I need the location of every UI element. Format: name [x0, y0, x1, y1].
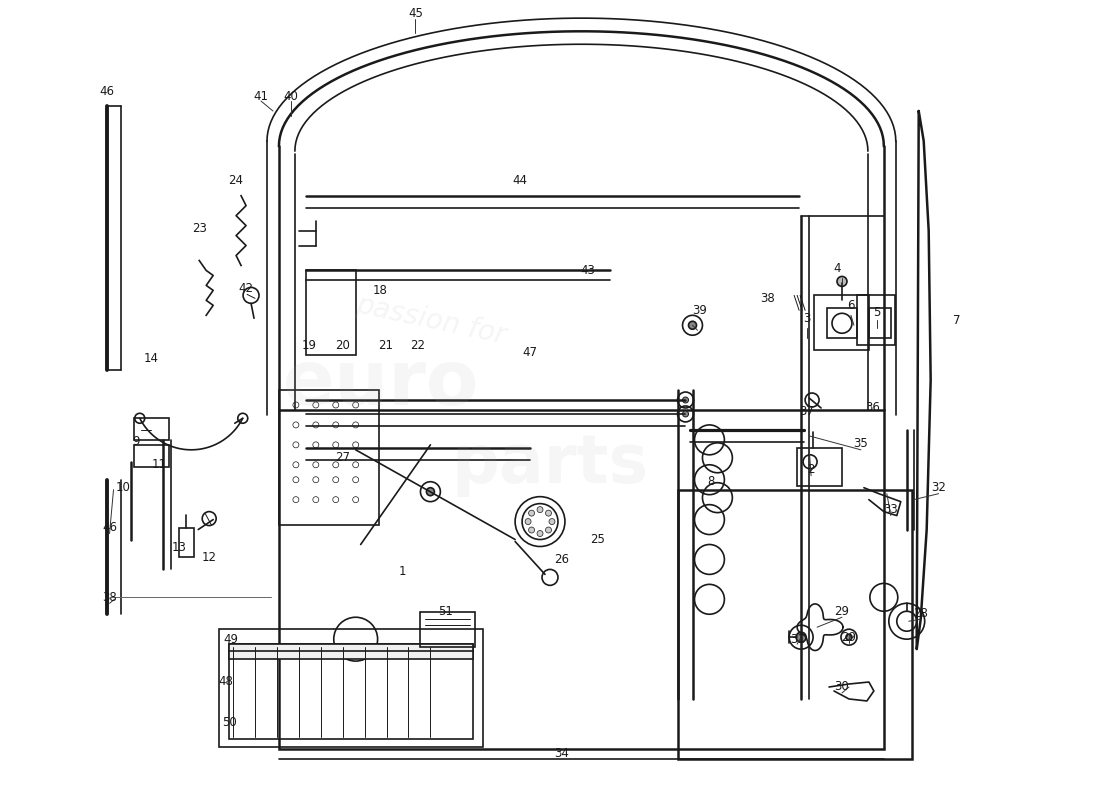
Text: 6: 6 — [847, 299, 855, 312]
Circle shape — [796, 632, 806, 642]
Circle shape — [682, 411, 689, 417]
Circle shape — [546, 510, 551, 516]
Text: 47: 47 — [522, 346, 538, 358]
Bar — [798, 448, 842, 486]
Text: 25: 25 — [591, 533, 605, 546]
Circle shape — [427, 488, 434, 496]
Circle shape — [846, 634, 851, 640]
Text: 32: 32 — [932, 481, 946, 494]
Text: 36: 36 — [866, 402, 880, 414]
Text: 21: 21 — [378, 338, 393, 352]
Text: 29: 29 — [835, 605, 849, 618]
Text: 40: 40 — [284, 90, 298, 102]
Text: 22: 22 — [410, 338, 425, 352]
Bar — [279, 390, 378, 525]
Text: 34: 34 — [554, 747, 570, 760]
Text: 51: 51 — [438, 605, 453, 618]
Text: 11: 11 — [152, 458, 167, 471]
Circle shape — [537, 530, 543, 537]
Text: 13: 13 — [172, 541, 187, 554]
Text: 9: 9 — [133, 435, 140, 448]
Text: 14: 14 — [144, 352, 158, 365]
Bar — [179, 527, 195, 558]
Bar — [678, 490, 912, 758]
Text: 46: 46 — [102, 521, 117, 534]
Text: 37: 37 — [800, 406, 814, 418]
Bar — [420, 612, 475, 647]
Text: 27: 27 — [336, 451, 350, 464]
Bar — [814, 295, 869, 350]
Text: 7: 7 — [953, 314, 960, 326]
Bar — [219, 630, 483, 746]
Bar — [134, 418, 169, 440]
Text: 41: 41 — [253, 90, 268, 102]
Text: 48: 48 — [219, 674, 233, 687]
Text: 39: 39 — [692, 304, 707, 317]
Text: 50: 50 — [222, 716, 236, 730]
Bar — [134, 445, 169, 466]
Text: 26: 26 — [554, 553, 570, 566]
Text: 38: 38 — [102, 591, 117, 604]
Text: 20: 20 — [336, 338, 350, 352]
Text: 10: 10 — [116, 481, 131, 494]
Text: 4: 4 — [834, 262, 840, 275]
Bar — [229, 644, 473, 739]
Text: 42: 42 — [239, 282, 254, 295]
Bar — [857, 295, 894, 345]
Text: passion for: passion for — [353, 290, 508, 350]
Text: 43: 43 — [581, 264, 595, 277]
Text: parts: parts — [451, 430, 649, 497]
Text: 44: 44 — [513, 174, 528, 187]
Circle shape — [682, 397, 689, 403]
Text: 45: 45 — [408, 7, 422, 20]
Text: 33: 33 — [883, 503, 899, 516]
Bar — [827, 308, 857, 338]
Text: 19: 19 — [301, 338, 317, 352]
Text: 2: 2 — [807, 463, 815, 476]
Text: 3: 3 — [803, 312, 811, 325]
Bar — [229, 644, 473, 659]
Circle shape — [525, 518, 531, 525]
Text: 28: 28 — [913, 606, 928, 620]
Circle shape — [689, 322, 696, 330]
Circle shape — [529, 527, 535, 533]
Text: 5: 5 — [873, 306, 880, 319]
Text: 35: 35 — [854, 438, 868, 450]
Bar — [279, 410, 883, 749]
Text: 30: 30 — [835, 681, 849, 694]
Circle shape — [837, 277, 847, 286]
Text: 1: 1 — [399, 565, 406, 578]
Text: 31: 31 — [790, 633, 804, 646]
Circle shape — [549, 518, 556, 525]
Text: 24: 24 — [229, 174, 243, 187]
Text: 23: 23 — [191, 222, 207, 235]
Circle shape — [529, 510, 535, 516]
Text: 12: 12 — [201, 551, 217, 564]
Text: 38: 38 — [760, 292, 774, 305]
Text: euro: euro — [283, 347, 478, 421]
Text: 18: 18 — [373, 284, 388, 297]
Text: 49: 49 — [223, 633, 239, 646]
Text: 29: 29 — [842, 630, 857, 644]
Bar — [306, 270, 355, 355]
Bar — [869, 308, 891, 338]
Circle shape — [546, 527, 551, 533]
Text: 46: 46 — [99, 85, 114, 98]
Text: 8: 8 — [707, 475, 715, 488]
Circle shape — [537, 506, 543, 513]
